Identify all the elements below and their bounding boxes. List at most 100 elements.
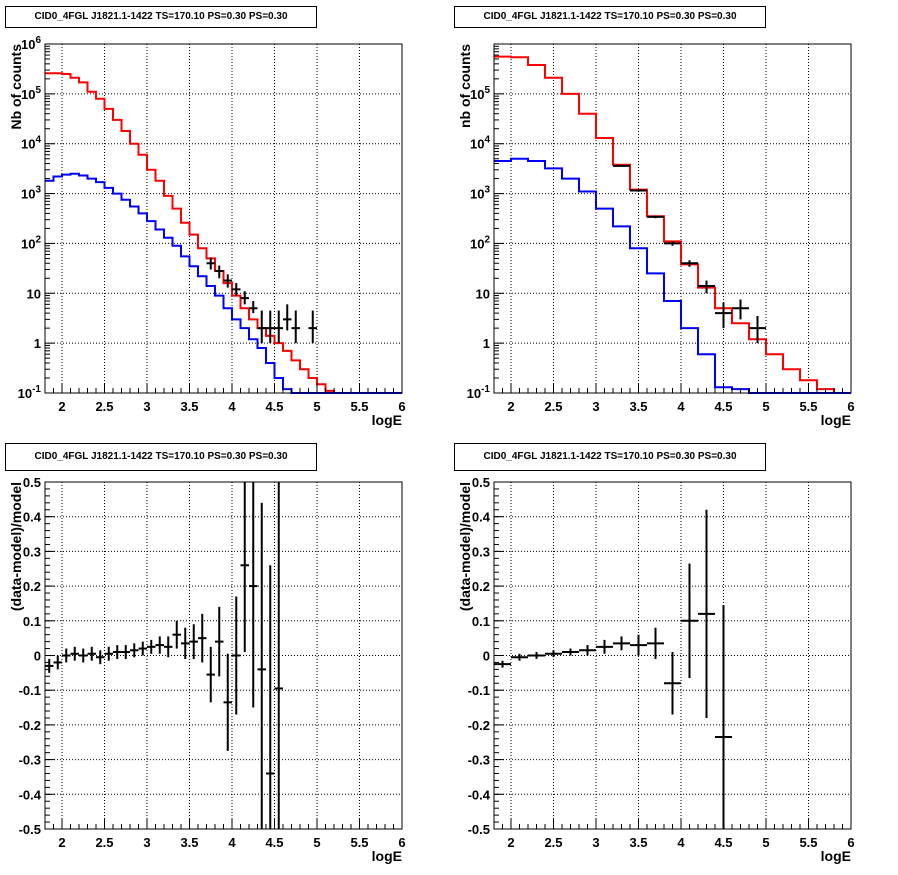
chart-title: CID0_4FGL J1821.1-1422 TS=170.10 PS=0.30… — [5, 6, 317, 28]
data-point — [206, 646, 215, 703]
axis-ticks — [493, 481, 852, 830]
x-tick-label: 5.5 — [799, 399, 817, 414]
data-point — [681, 260, 698, 267]
chart-panel-counts-fine: CID0_4FGL J1821.1-1422 TS=170.10 PS=0.30… — [0, 0, 449, 437]
data-point — [257, 310, 266, 344]
y-tick-label: 0 — [483, 649, 490, 664]
data-point — [87, 646, 96, 661]
y-tick-label: 0.2 — [472, 579, 490, 594]
data-point — [240, 291, 249, 305]
data-point — [664, 652, 681, 715]
data-point — [164, 636, 173, 658]
x-tick-label: 2 — [58, 835, 65, 850]
x-tick-label: 4 — [677, 835, 685, 850]
data-point — [266, 565, 275, 829]
y-axis-title: nb of counts — [457, 44, 473, 128]
y-axis-title: (data-model)/model — [457, 482, 473, 611]
data-point — [698, 280, 715, 294]
tick-labels: 2 2.5 3 3.5 4 4.5 5 5.5 6 10-1 1 10 102 103 104 105 — [467, 85, 855, 414]
x-tick-label: 4.5 — [714, 835, 732, 850]
chart-title: CID0_4FGL J1821.1-1422 TS=170.10 PS=0.30… — [454, 6, 766, 28]
x-tick-label: 6 — [847, 835, 854, 850]
data-point — [138, 641, 147, 656]
chart-plot: 2 2.5 3 3.5 4 4.5 5 5.5 6 -0.5 -0.4 -0.3 -0.2 -0.1 0 0.… — [8, 475, 406, 864]
data-point — [257, 502, 266, 829]
data-point — [749, 316, 766, 344]
y-tick-label: 104 — [21, 135, 41, 152]
series-histogram-line — [45, 72, 402, 394]
data-point — [240, 482, 249, 653]
x-axis-title: logE — [821, 848, 851, 864]
data-point — [562, 648, 579, 656]
chart-plot: 2 2.5 3 3.5 4 4.5 5 5.5 6 10-1 1 10 102 103 104 105 106 l… — [8, 35, 406, 428]
data-point — [698, 509, 715, 718]
y-tick-label: 0.5 — [23, 475, 41, 490]
plot-frame — [44, 43, 403, 394]
data-point — [79, 648, 88, 663]
y-tick-label: 10-1 — [18, 384, 42, 401]
chart-plot: 2 2.5 3 3.5 4 4.5 5 5.5 6 10-1 1 10 102 103 104 105 logE… — [457, 43, 855, 428]
plot-frame — [493, 43, 852, 394]
y-tick-label: -0.3 — [19, 753, 41, 768]
x-tick-label: 4.5 — [714, 399, 732, 414]
x-tick-label: 4 — [228, 835, 236, 850]
data-point — [613, 164, 630, 167]
y-tick-label: -0.1 — [468, 683, 490, 698]
data-point — [206, 257, 215, 270]
data-point — [232, 283, 241, 296]
axis-ticks — [44, 481, 403, 830]
grid — [45, 44, 402, 393]
data-point — [232, 596, 241, 715]
x-tick-label: 5 — [762, 399, 769, 414]
x-tick-label: 5 — [313, 399, 320, 414]
data-point — [647, 215, 664, 219]
y-tick-label: 102 — [21, 234, 41, 251]
data-point — [681, 563, 698, 679]
data-point — [545, 650, 562, 658]
y-tick-label: 103 — [21, 185, 41, 202]
chart-plot: 2 2.5 3 3.5 4 4.5 5 5.5 6 -0.5 -0.4 -0.3 -0.2 -0.1 0 0.… — [457, 475, 855, 864]
y-tick-label: 0.3 — [23, 544, 41, 559]
chart-panel-counts-coarse: CID0_4FGL J1821.1-1422 TS=170.10 PS=0.30… — [449, 0, 898, 437]
x-axis-title: logE — [821, 412, 851, 428]
data-point — [291, 310, 300, 344]
x-tick-label: 3 — [143, 835, 150, 850]
axis-ticks — [44, 43, 403, 394]
axis-ticks — [493, 45, 852, 394]
data-point — [147, 639, 156, 654]
x-tick-label: 3 — [143, 399, 150, 414]
data-point — [308, 310, 317, 344]
x-tick-label: 6 — [847, 399, 854, 414]
y-tick-label: 1 — [483, 336, 490, 351]
data-point — [215, 606, 224, 677]
y-tick-label: 0.1 — [472, 614, 490, 629]
x-axis-title: logE — [372, 848, 402, 864]
data-point — [96, 650, 105, 665]
data-point — [53, 655, 62, 670]
y-tick-label: 10 — [27, 286, 41, 301]
data-point — [579, 645, 596, 656]
x-tick-label: 5 — [762, 835, 769, 850]
y-axis-title: Nb of counts — [8, 44, 24, 130]
data-point — [223, 274, 232, 288]
x-tick-label: 4.5 — [265, 835, 283, 850]
data-point — [189, 624, 198, 659]
tick-labels: 2 2.5 3 3.5 4 4.5 5 5.5 6 -0.5 -0.4 -0.3 -0.2 -0.1 0 0.… — [468, 475, 855, 850]
data-point — [613, 636, 630, 651]
y-tick-label: 10 — [476, 286, 490, 301]
y-tick-label: -0.5 — [19, 822, 41, 837]
data-point — [283, 304, 292, 331]
y-tick-label: 106 — [21, 35, 41, 52]
x-tick-label: 3.5 — [180, 399, 198, 414]
chart-panel-residuals-coarse: CID0_4FGL J1821.1-1422 TS=170.10 PS=0.30… — [449, 437, 898, 875]
y-tick-label: 0 — [34, 649, 41, 664]
y-tick-label: -0.2 — [468, 718, 490, 733]
tick-labels: 2 2.5 3 3.5 4 4.5 5 5.5 6 -0.5 -0.4 -0.3 -0.2 -0.1 0 0.… — [19, 475, 406, 850]
x-tick-label: 3 — [592, 399, 599, 414]
data-point — [113, 645, 122, 659]
data-point — [630, 634, 647, 656]
y-tick-label: 104 — [470, 135, 490, 152]
x-tick-label: 2 — [507, 835, 514, 850]
y-tick-label: -0.1 — [19, 683, 41, 698]
x-tick-label: 4 — [228, 399, 236, 414]
